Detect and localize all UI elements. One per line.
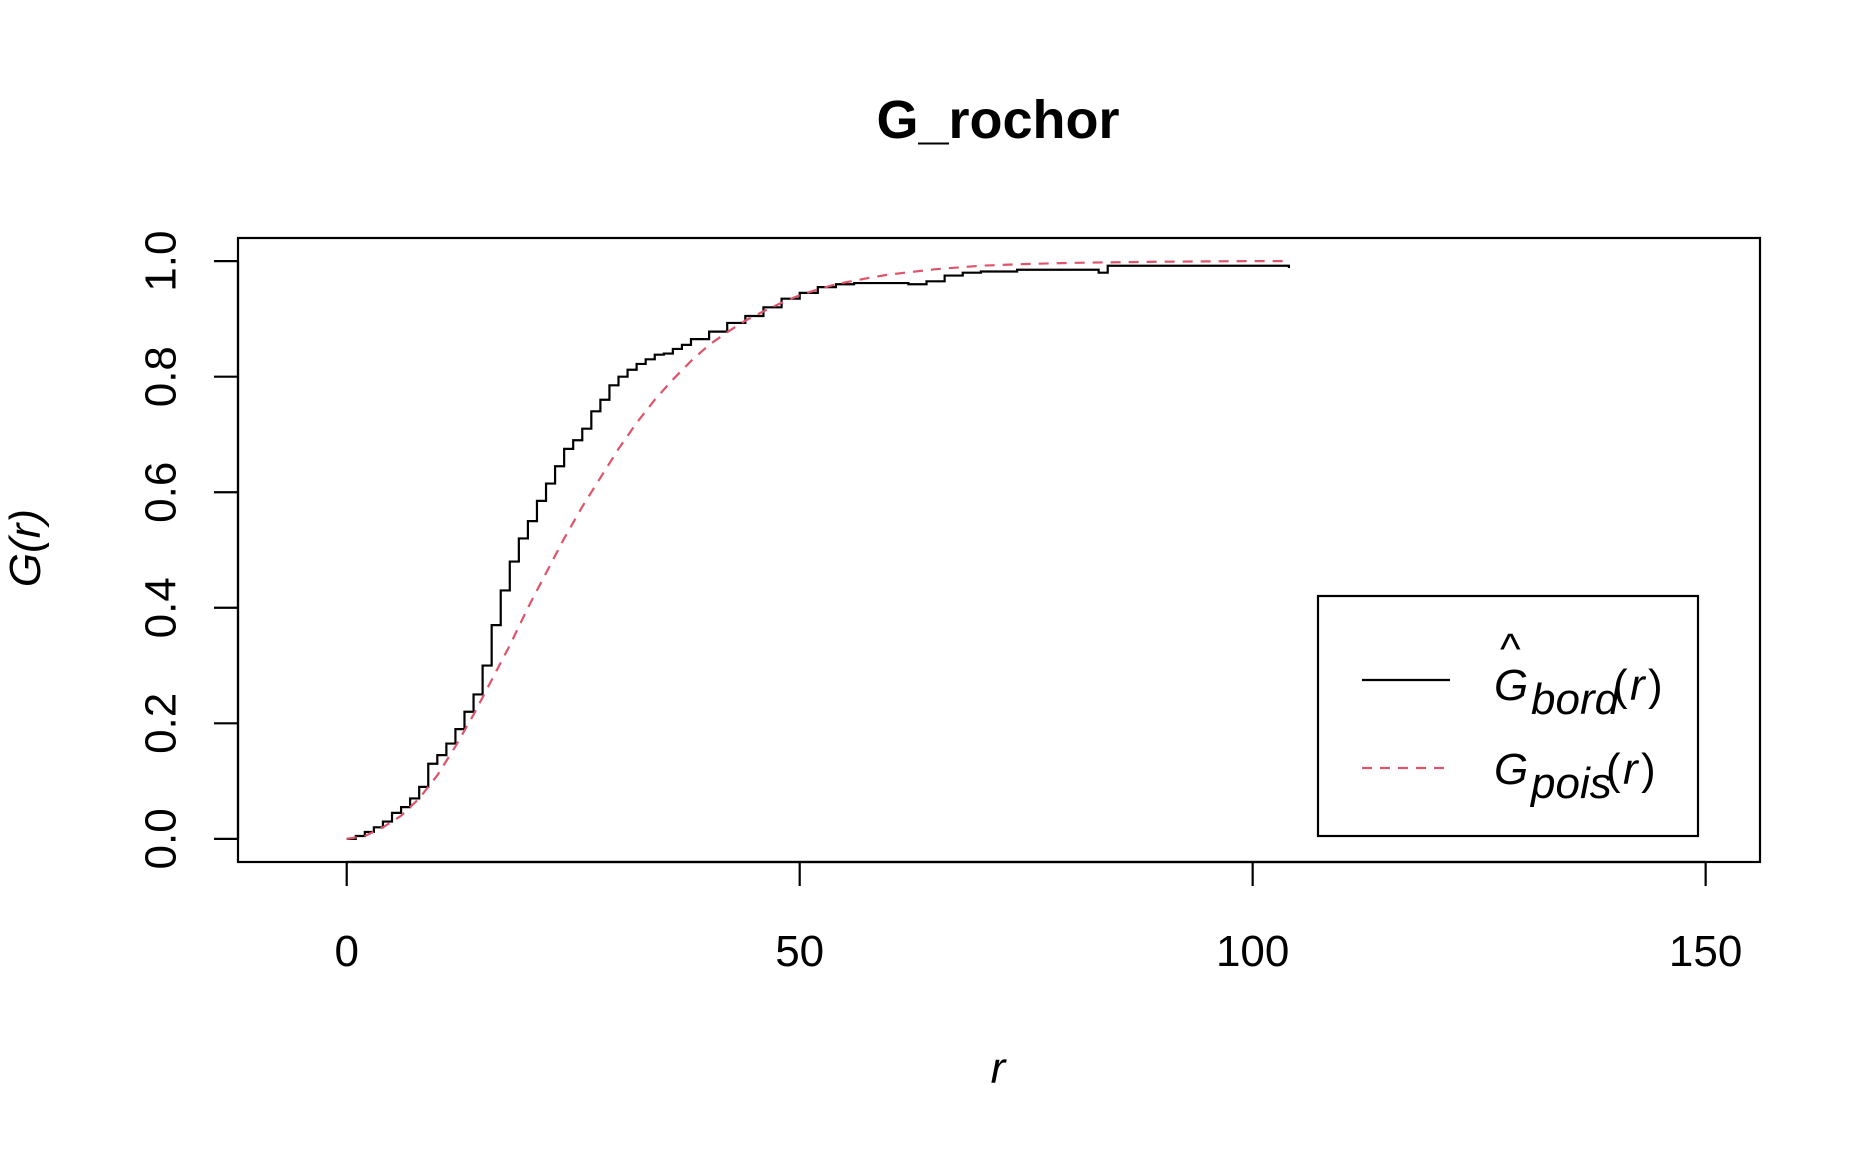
svg-text:^: ^ bbox=[1500, 625, 1521, 674]
chart-title: G_rochor bbox=[876, 90, 1119, 150]
x-tick-label: 0 bbox=[334, 927, 358, 976]
y-axis-title: G(r) bbox=[1, 509, 50, 587]
x-tick-label: 100 bbox=[1216, 927, 1289, 976]
y-axis: 0.0 0.2 0.4 0.6 0.8 1.0 bbox=[137, 231, 240, 869]
svg-text:r: r bbox=[1623, 745, 1640, 794]
svg-text:G: G bbox=[1494, 745, 1528, 794]
svg-text:r: r bbox=[1630, 661, 1647, 710]
svg-text:bord: bord bbox=[1531, 675, 1621, 724]
x-tick-label: 50 bbox=[775, 927, 824, 976]
legend-label-bord: G ^ bord ( r ) bbox=[1494, 625, 1663, 724]
legend: G ^ bord ( r ) G pois ( r ) bbox=[1316, 594, 1700, 838]
x-axis: 0 50 100 150 bbox=[334, 860, 1742, 976]
legend-box bbox=[1316, 594, 1700, 838]
svg-text:pois: pois bbox=[1529, 759, 1612, 808]
svg-text:G: G bbox=[1494, 661, 1528, 710]
y-tick-label: 0.6 bbox=[137, 462, 186, 523]
svg-text:(: ( bbox=[1606, 745, 1621, 794]
y-tick-label: 0.0 bbox=[137, 808, 186, 869]
x-tick-label: 150 bbox=[1669, 927, 1742, 976]
svg-text:(: ( bbox=[1613, 661, 1628, 710]
series-layer bbox=[346, 260, 1290, 840]
svg-text:): ) bbox=[1648, 661, 1663, 710]
y-tick-label: 1.0 bbox=[137, 231, 186, 292]
x-axis-title: r bbox=[991, 1044, 1008, 1093]
y-tick-label: 0.4 bbox=[137, 577, 186, 638]
legend-label-pois: G pois ( r ) bbox=[1494, 745, 1656, 808]
series-line-bord bbox=[346, 264, 1290, 840]
svg-text:): ) bbox=[1641, 745, 1656, 794]
y-tick-label: 0.2 bbox=[137, 693, 186, 754]
y-tick-label: 0.8 bbox=[137, 346, 186, 407]
series-line-pois bbox=[346, 260, 1289, 840]
